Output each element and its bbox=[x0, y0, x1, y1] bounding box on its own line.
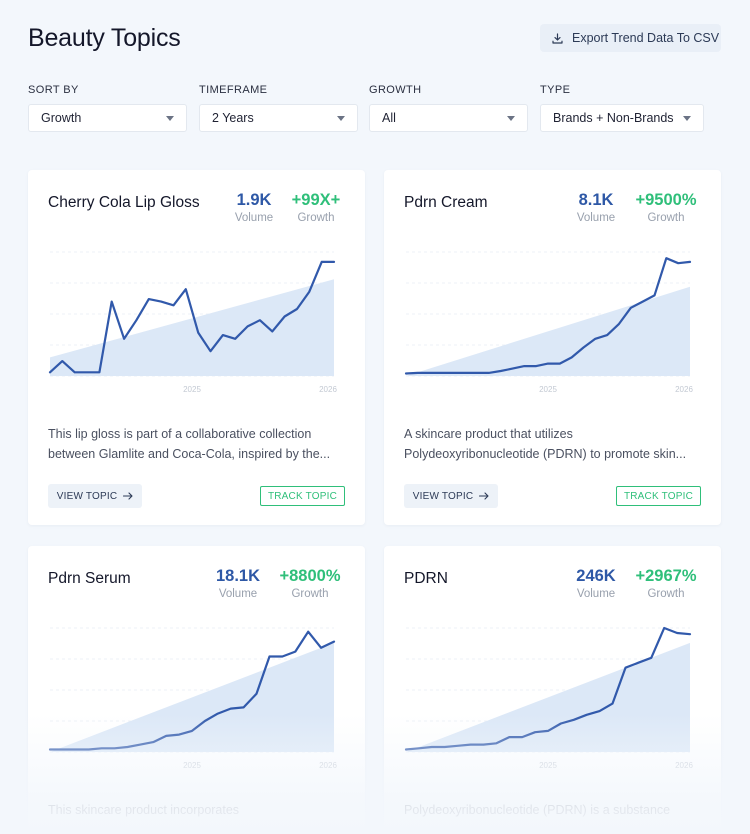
growth-stat: +99X+ Growth bbox=[286, 191, 346, 224]
description-line: This skincare product incorporates bbox=[48, 803, 240, 817]
volume-stat: 18.1K Volume bbox=[208, 567, 268, 600]
type-select[interactable]: Brands + Non-Brands bbox=[540, 104, 704, 132]
sort-by-select[interactable]: Growth bbox=[28, 104, 187, 132]
growth-label: Growth bbox=[297, 212, 335, 224]
filter-growth: GROWTH All bbox=[369, 84, 528, 132]
download-icon bbox=[552, 32, 563, 44]
select-value: Brands + Non-Brands bbox=[553, 111, 674, 125]
filter-type: TYPE Brands + Non-Brands bbox=[540, 84, 704, 132]
chevron-down-icon bbox=[683, 115, 691, 121]
description-line: This lip gloss is part of a collaborativ… bbox=[48, 427, 312, 441]
growth-stat: +9500% Growth bbox=[630, 191, 702, 224]
growth-value: +2967% bbox=[635, 567, 697, 585]
volume-value: 1.9K bbox=[236, 191, 272, 209]
volume-stat: 8.1K Volume bbox=[570, 191, 622, 224]
view-topic-button[interactable]: VIEW TOPIC bbox=[48, 484, 142, 508]
topic-description: Polydeoxyribonucleotide (PDRN) is a subs… bbox=[404, 800, 704, 820]
growth-stat: +8800% Growth bbox=[274, 567, 346, 600]
topic-description: This lip gloss is part of a collaborativ… bbox=[48, 424, 348, 464]
topic-card[interactable]: Cherry Cola Lip Gloss 1.9K Volume +99X+ … bbox=[28, 170, 365, 525]
description-line: between Glamlite and Coca-Cola, inspired… bbox=[48, 447, 331, 461]
growth-value: +8800% bbox=[279, 567, 341, 585]
growth-stat: +2967% Growth bbox=[630, 567, 702, 600]
page-title: Beauty Topics bbox=[28, 24, 181, 52]
volume-label: Volume bbox=[234, 212, 274, 224]
select-value: 2 Years bbox=[212, 111, 254, 125]
growth-label: Growth bbox=[647, 588, 685, 600]
topic-title: PDRN bbox=[404, 570, 448, 587]
volume-stat: 1.9K Volume bbox=[228, 191, 280, 224]
volume-stat: 246K Volume bbox=[566, 567, 626, 600]
x-tick-label: 2025 bbox=[183, 385, 201, 394]
x-tick-label: 2025 bbox=[539, 761, 557, 770]
topic-card[interactable]: Pdrn Serum 18.1K Volume +8800% Growth 20… bbox=[28, 546, 365, 834]
trend-area bbox=[50, 279, 334, 376]
filter-label: SORT BY bbox=[28, 84, 79, 96]
topic-card[interactable]: PDRN 246K Volume +2967% Growth 2025 2026 … bbox=[384, 546, 721, 834]
description-line: Polydeoxyribonucleotide (PDRN) is a subs… bbox=[404, 803, 671, 817]
growth-label: Growth bbox=[647, 212, 685, 224]
trend-chart: 2025 2026 bbox=[404, 626, 693, 770]
series-line bbox=[404, 257, 692, 375]
arrow-right-icon bbox=[479, 492, 489, 500]
volume-label: Volume bbox=[576, 212, 616, 224]
x-tick-label: 2026 bbox=[319, 761, 337, 770]
volume-value: 246K bbox=[576, 567, 616, 585]
growth-value: +9500% bbox=[635, 191, 697, 209]
x-tick-label: 2025 bbox=[539, 385, 557, 394]
track-topic-button[interactable]: TRACK TOPIC bbox=[616, 486, 701, 506]
timeframe-select[interactable]: 2 Years bbox=[199, 104, 358, 132]
topic-description: A skincare product that utilizes Polydeo… bbox=[404, 424, 704, 464]
topic-title: Cherry Cola Lip Gloss bbox=[48, 194, 200, 211]
topic-card[interactable]: Pdrn Cream 8.1K Volume +9500% Growth 202… bbox=[384, 170, 721, 525]
topic-description: This skincare product incorporates bbox=[48, 800, 348, 820]
filter-label: TIMEFRAME bbox=[199, 84, 268, 96]
filter-sort-by: SORT BY Growth bbox=[28, 84, 187, 132]
x-tick-label: 2026 bbox=[675, 761, 693, 770]
volume-label: Volume bbox=[576, 588, 616, 600]
description-line: Polydeoxyribonucleotide (PDRN) to promot… bbox=[404, 447, 687, 461]
chevron-down-icon bbox=[166, 115, 174, 121]
topic-title: Pdrn Cream bbox=[404, 194, 488, 211]
description-line: A skincare product that utilizes bbox=[404, 427, 573, 441]
select-value: Growth bbox=[41, 111, 82, 125]
growth-value: +99X+ bbox=[291, 191, 341, 209]
export-csv-label: Export Trend Data To CSV bbox=[572, 31, 720, 45]
x-tick-label: 2026 bbox=[319, 385, 337, 394]
chevron-down-icon bbox=[507, 115, 515, 121]
view-topic-label: VIEW TOPIC bbox=[412, 490, 474, 502]
export-csv-button[interactable]: Export Trend Data To CSV bbox=[540, 24, 721, 52]
trend-chart: 2025 2026 bbox=[48, 251, 337, 394]
arrow-right-icon bbox=[123, 492, 133, 500]
growth-label: Growth bbox=[291, 588, 329, 600]
topic-title: Pdrn Serum bbox=[48, 570, 131, 587]
trend-chart: 2025 2026 bbox=[404, 251, 693, 394]
trend-chart: 2025 2026 bbox=[48, 627, 337, 770]
filter-label: TYPE bbox=[540, 84, 571, 96]
filter-label: GROWTH bbox=[369, 84, 422, 96]
track-topic-button[interactable]: TRACK TOPIC bbox=[260, 486, 345, 506]
view-topic-label: VIEW TOPIC bbox=[56, 490, 118, 502]
select-value: All bbox=[382, 111, 396, 125]
volume-label: Volume bbox=[218, 588, 258, 600]
x-tick-label: 2026 bbox=[675, 385, 693, 394]
x-tick-label: 2025 bbox=[183, 761, 201, 770]
growth-select[interactable]: All bbox=[369, 104, 528, 132]
filter-timeframe: TIMEFRAME 2 Years bbox=[199, 84, 358, 132]
view-topic-button[interactable]: VIEW TOPIC bbox=[404, 484, 498, 508]
volume-value: 18.1K bbox=[215, 567, 261, 585]
series-line bbox=[48, 260, 336, 374]
chevron-down-icon bbox=[337, 115, 345, 121]
volume-value: 8.1K bbox=[578, 191, 614, 209]
